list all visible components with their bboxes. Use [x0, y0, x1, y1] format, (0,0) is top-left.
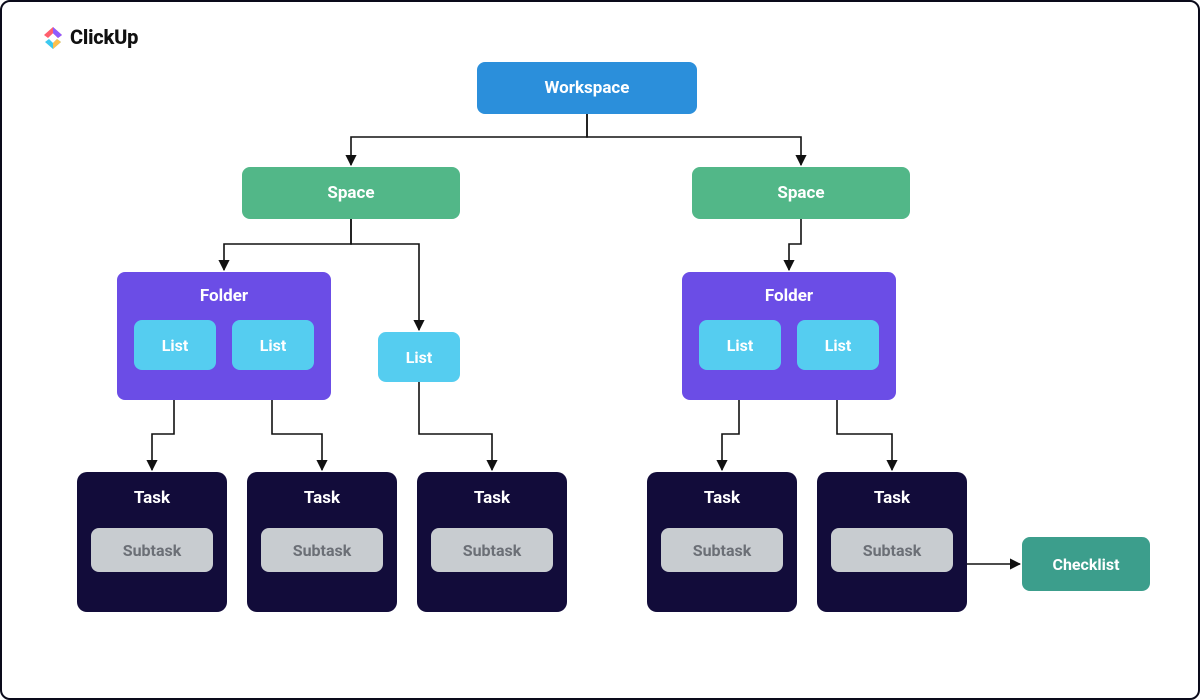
- node-label: Folder: [131, 286, 317, 306]
- node-workspace: Workspace: [477, 62, 697, 114]
- node-label: List: [162, 336, 189, 355]
- node-label: Space: [777, 183, 824, 203]
- node-label: Space: [327, 183, 374, 203]
- list-row: List List: [131, 320, 317, 370]
- node-folder: Folder List List: [682, 272, 896, 400]
- node-label: Task: [431, 488, 553, 508]
- node-task: Task Subtask: [817, 472, 967, 612]
- node-label: Checklist: [1052, 555, 1119, 574]
- node-label: Subtask: [293, 541, 352, 560]
- node-label: Subtask: [863, 541, 922, 560]
- clickup-icon: [42, 24, 64, 50]
- node-label: List: [825, 336, 852, 355]
- diagram-frame: ClickUp Workspace Space: [0, 0, 1200, 700]
- node-list: List: [378, 332, 460, 382]
- node-task: Task Subtask: [247, 472, 397, 612]
- node-label: Task: [261, 488, 383, 508]
- node-subtask: Subtask: [431, 528, 553, 572]
- node-label: Task: [661, 488, 783, 508]
- node-subtask: Subtask: [261, 528, 383, 572]
- node-label: Task: [91, 488, 213, 508]
- node-task: Task Subtask: [77, 472, 227, 612]
- node-checklist: Checklist: [1022, 537, 1150, 591]
- node-space: Space: [692, 167, 910, 219]
- node-label: List: [406, 348, 433, 367]
- node-list: List: [134, 320, 216, 370]
- node-label: Workspace: [545, 78, 630, 98]
- node-task: Task Subtask: [417, 472, 567, 612]
- node-subtask: Subtask: [91, 528, 213, 572]
- node-folder: Folder List List: [117, 272, 331, 400]
- node-task: Task Subtask: [647, 472, 797, 612]
- node-label: Subtask: [693, 541, 752, 560]
- node-label: List: [260, 336, 287, 355]
- node-label: Subtask: [123, 541, 182, 560]
- node-subtask: Subtask: [831, 528, 953, 572]
- brand-logo: ClickUp: [42, 24, 138, 50]
- node-list: List: [699, 320, 781, 370]
- node-subtask: Subtask: [661, 528, 783, 572]
- node-list: List: [797, 320, 879, 370]
- brand-name: ClickUp: [70, 25, 138, 49]
- list-row: List List: [696, 320, 882, 370]
- node-space: Space: [242, 167, 460, 219]
- node-list: List: [232, 320, 314, 370]
- node-label: Subtask: [463, 541, 522, 560]
- node-label: Folder: [696, 286, 882, 306]
- node-label: Task: [831, 488, 953, 508]
- node-label: List: [727, 336, 754, 355]
